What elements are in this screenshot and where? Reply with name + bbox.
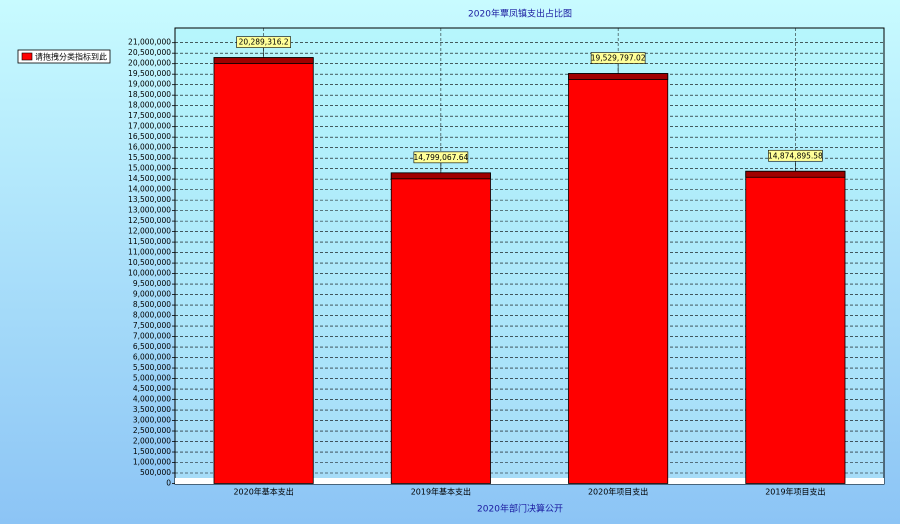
y-tick-label: 15,000,000 — [128, 164, 171, 173]
bar — [213, 57, 314, 484]
y-tick-label: 14,000,000 — [128, 185, 171, 194]
x-tick-label: 2020年项目支出 — [588, 487, 648, 497]
y-tick-label: 20,000,000 — [128, 59, 171, 68]
y-tick-label: 10,500,000 — [128, 258, 171, 267]
bar-cap — [745, 170, 846, 178]
legend-swatch — [21, 52, 33, 61]
y-tick-label: 1,500,000 — [133, 447, 171, 456]
y-tick-label: 13,500,000 — [128, 195, 171, 204]
y-tick-label: 11,000,000 — [128, 248, 171, 257]
bar-cap — [568, 73, 669, 80]
y-tick-label: 500,000 — [140, 468, 171, 477]
y-tick-label: 5,000,000 — [133, 374, 171, 383]
y-tick-label: 17,500,000 — [128, 111, 171, 120]
y-tick-label: 10,000,000 — [128, 269, 171, 278]
bar — [568, 73, 669, 484]
bar-cap — [390, 172, 491, 180]
y-tick-label: 6,000,000 — [133, 353, 171, 362]
y-tick-label: 18,500,000 — [128, 90, 171, 99]
y-tick-label: 12,000,000 — [128, 227, 171, 236]
y-tick-label: 4,500,000 — [133, 384, 171, 393]
chart-title: 2020年覃凤镇支出占比图 — [468, 8, 572, 20]
y-tick-label: 8,000,000 — [133, 311, 171, 320]
y-tick-label: 7,500,000 — [133, 321, 171, 330]
x-axis-label: 2020年部门决算公开 — [477, 503, 563, 515]
floor — [175, 478, 884, 484]
y-tick-label: 7,000,000 — [133, 332, 171, 341]
legend-label: 请拖拽分类指标到此 — [35, 52, 107, 62]
bar — [745, 170, 846, 484]
y-tick-label: 8,500,000 — [133, 300, 171, 309]
y-tick-label: 19,500,000 — [128, 69, 171, 78]
y-tick-label: 0 — [166, 479, 171, 488]
y-tick-label: 18,000,000 — [128, 101, 171, 110]
y-tick-label: 14,500,000 — [128, 174, 171, 183]
bar-cap — [213, 57, 314, 65]
y-tick-label: 16,000,000 — [128, 143, 171, 152]
y-tick-label: 4,000,000 — [133, 395, 171, 404]
y-tick-label: 12,500,000 — [128, 216, 171, 225]
y-tick-label: 19,000,000 — [128, 80, 171, 89]
y-tick-label: 13,000,000 — [128, 206, 171, 215]
y-tick-label: 17,000,000 — [128, 122, 171, 131]
y-tick-label: 2,000,000 — [133, 437, 171, 446]
legend-box — [17, 49, 111, 64]
value-label: 20,289,316.2 — [239, 38, 289, 47]
y-tick-label: 2,500,000 — [133, 426, 171, 435]
y-tick-label: 9,000,000 — [133, 290, 171, 299]
x-tick-label: 2020年基本支出 — [233, 487, 293, 497]
y-tick-label: 20,500,000 — [128, 48, 171, 57]
y-tick-label: 3,500,000 — [133, 405, 171, 414]
y-tick-label: 11,500,000 — [128, 237, 171, 246]
y-tick-label: 1,000,000 — [133, 458, 171, 467]
value-label: 14,874,895.58 — [768, 151, 823, 160]
y-tick-label: 6,500,000 — [133, 342, 171, 351]
y-tick-label: 15,500,000 — [128, 153, 171, 162]
y-tick-label: 21,000,000 — [128, 38, 171, 47]
value-label: 14,799,067.64 — [413, 153, 468, 162]
x-tick-label: 2019年项目支出 — [765, 487, 825, 497]
y-tick-label: 9,500,000 — [133, 279, 171, 288]
legend: 请拖拽分类指标到此 — [17, 49, 111, 64]
y-tick-label: 3,000,000 — [133, 416, 171, 425]
value-label: 19,529,797.02 — [591, 54, 646, 63]
x-tick-label: 2019年基本支出 — [411, 487, 471, 497]
y-tick-label: 16,500,000 — [128, 132, 171, 141]
y-tick-label: 5,500,000 — [133, 363, 171, 372]
bar — [390, 172, 491, 484]
